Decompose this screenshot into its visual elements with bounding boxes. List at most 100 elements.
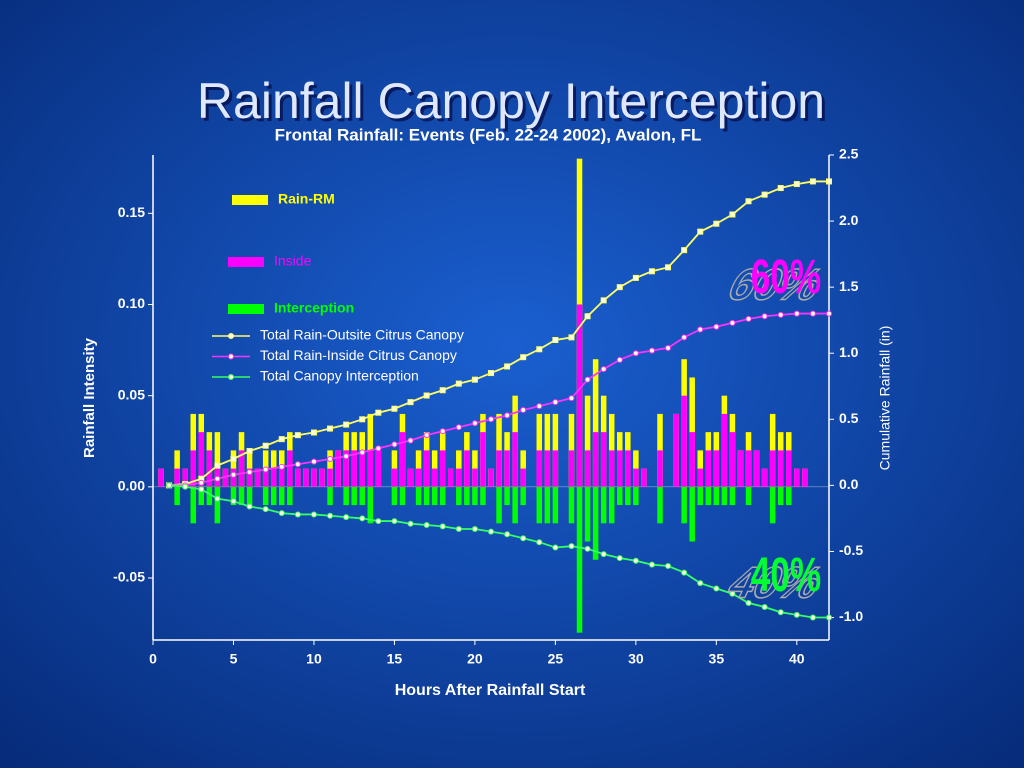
bar — [327, 468, 333, 487]
bar — [399, 486, 406, 506]
marker — [230, 471, 237, 478]
bar — [608, 486, 615, 524]
marker — [488, 416, 494, 423]
bar — [351, 486, 357, 506]
bar — [681, 486, 687, 524]
bar — [496, 413, 502, 487]
bar — [697, 486, 703, 506]
legend-marker — [228, 374, 234, 380]
marker — [568, 543, 575, 550]
marker — [455, 380, 462, 387]
bar — [496, 486, 502, 524]
slide-title: Rainfall Canopy Interception — [197, 73, 825, 129]
bar — [222, 468, 229, 487]
bar — [174, 486, 180, 506]
marker — [327, 455, 334, 462]
marker — [809, 310, 816, 317]
marker — [520, 535, 527, 542]
bar — [681, 395, 687, 487]
marker — [359, 449, 366, 456]
marker — [343, 421, 350, 428]
marker — [439, 387, 446, 394]
marker — [648, 561, 655, 568]
bar — [633, 468, 639, 487]
bar — [737, 450, 744, 487]
bar — [391, 468, 398, 487]
marker — [230, 498, 237, 505]
bar — [190, 413, 196, 487]
bar — [214, 486, 221, 524]
bar — [198, 432, 205, 487]
bar — [335, 450, 341, 487]
marker — [230, 455, 237, 462]
bar — [407, 468, 414, 487]
bar — [745, 486, 752, 506]
bar — [584, 486, 591, 542]
bar — [464, 486, 470, 506]
legend-label: Interception — [274, 300, 354, 316]
bar — [769, 486, 776, 524]
marker — [375, 445, 382, 452]
bar — [287, 486, 293, 506]
marker — [729, 590, 736, 597]
marker — [826, 178, 832, 185]
bar — [777, 486, 784, 506]
x-tick-label: 5 — [230, 651, 238, 667]
marker — [665, 562, 672, 569]
bar — [721, 486, 728, 506]
bar — [769, 450, 776, 487]
bar — [174, 468, 180, 487]
marker — [166, 482, 173, 489]
bar — [713, 486, 720, 506]
marker — [713, 220, 720, 227]
bar — [431, 486, 438, 506]
marker — [745, 198, 752, 205]
bar — [617, 486, 623, 506]
bar — [802, 468, 808, 487]
x-tick-label: 25 — [548, 651, 564, 667]
bar — [657, 413, 663, 487]
marker — [375, 518, 382, 525]
bar — [415, 486, 422, 506]
bar — [262, 468, 269, 487]
marker — [214, 475, 221, 482]
y2-axis-label: Cumulative Rainfall (in) — [877, 326, 893, 471]
bar — [544, 413, 551, 487]
marker — [632, 350, 639, 357]
bar — [480, 432, 486, 487]
bar — [158, 468, 164, 487]
bar — [327, 486, 333, 506]
marker — [391, 405, 398, 412]
marker — [761, 191, 768, 198]
bar — [359, 450, 365, 487]
bar — [592, 486, 599, 560]
marker — [488, 528, 494, 535]
y-axis-label: Rainfall Intensity — [81, 337, 98, 458]
marker — [182, 483, 189, 490]
bar — [367, 486, 374, 524]
marker — [278, 510, 285, 517]
x-tick-label: 0 — [149, 651, 157, 667]
bar — [464, 450, 470, 487]
bar — [600, 486, 607, 524]
bar — [246, 486, 253, 506]
marker — [423, 522, 430, 529]
bar — [375, 450, 382, 487]
marker — [262, 442, 269, 449]
marker — [520, 354, 527, 361]
marker — [616, 356, 623, 363]
marker — [793, 181, 800, 188]
bar — [568, 413, 575, 487]
marker — [665, 264, 672, 271]
x-tick-label: 15 — [387, 651, 403, 667]
marker — [423, 432, 430, 439]
bar — [287, 450, 293, 487]
bar — [496, 450, 502, 487]
bar — [254, 468, 261, 487]
marker — [520, 407, 527, 414]
marker — [327, 512, 334, 519]
y2-tick-label: 2.0 — [839, 212, 859, 228]
bar — [536, 413, 543, 487]
bar — [238, 486, 245, 506]
marker — [488, 370, 494, 377]
